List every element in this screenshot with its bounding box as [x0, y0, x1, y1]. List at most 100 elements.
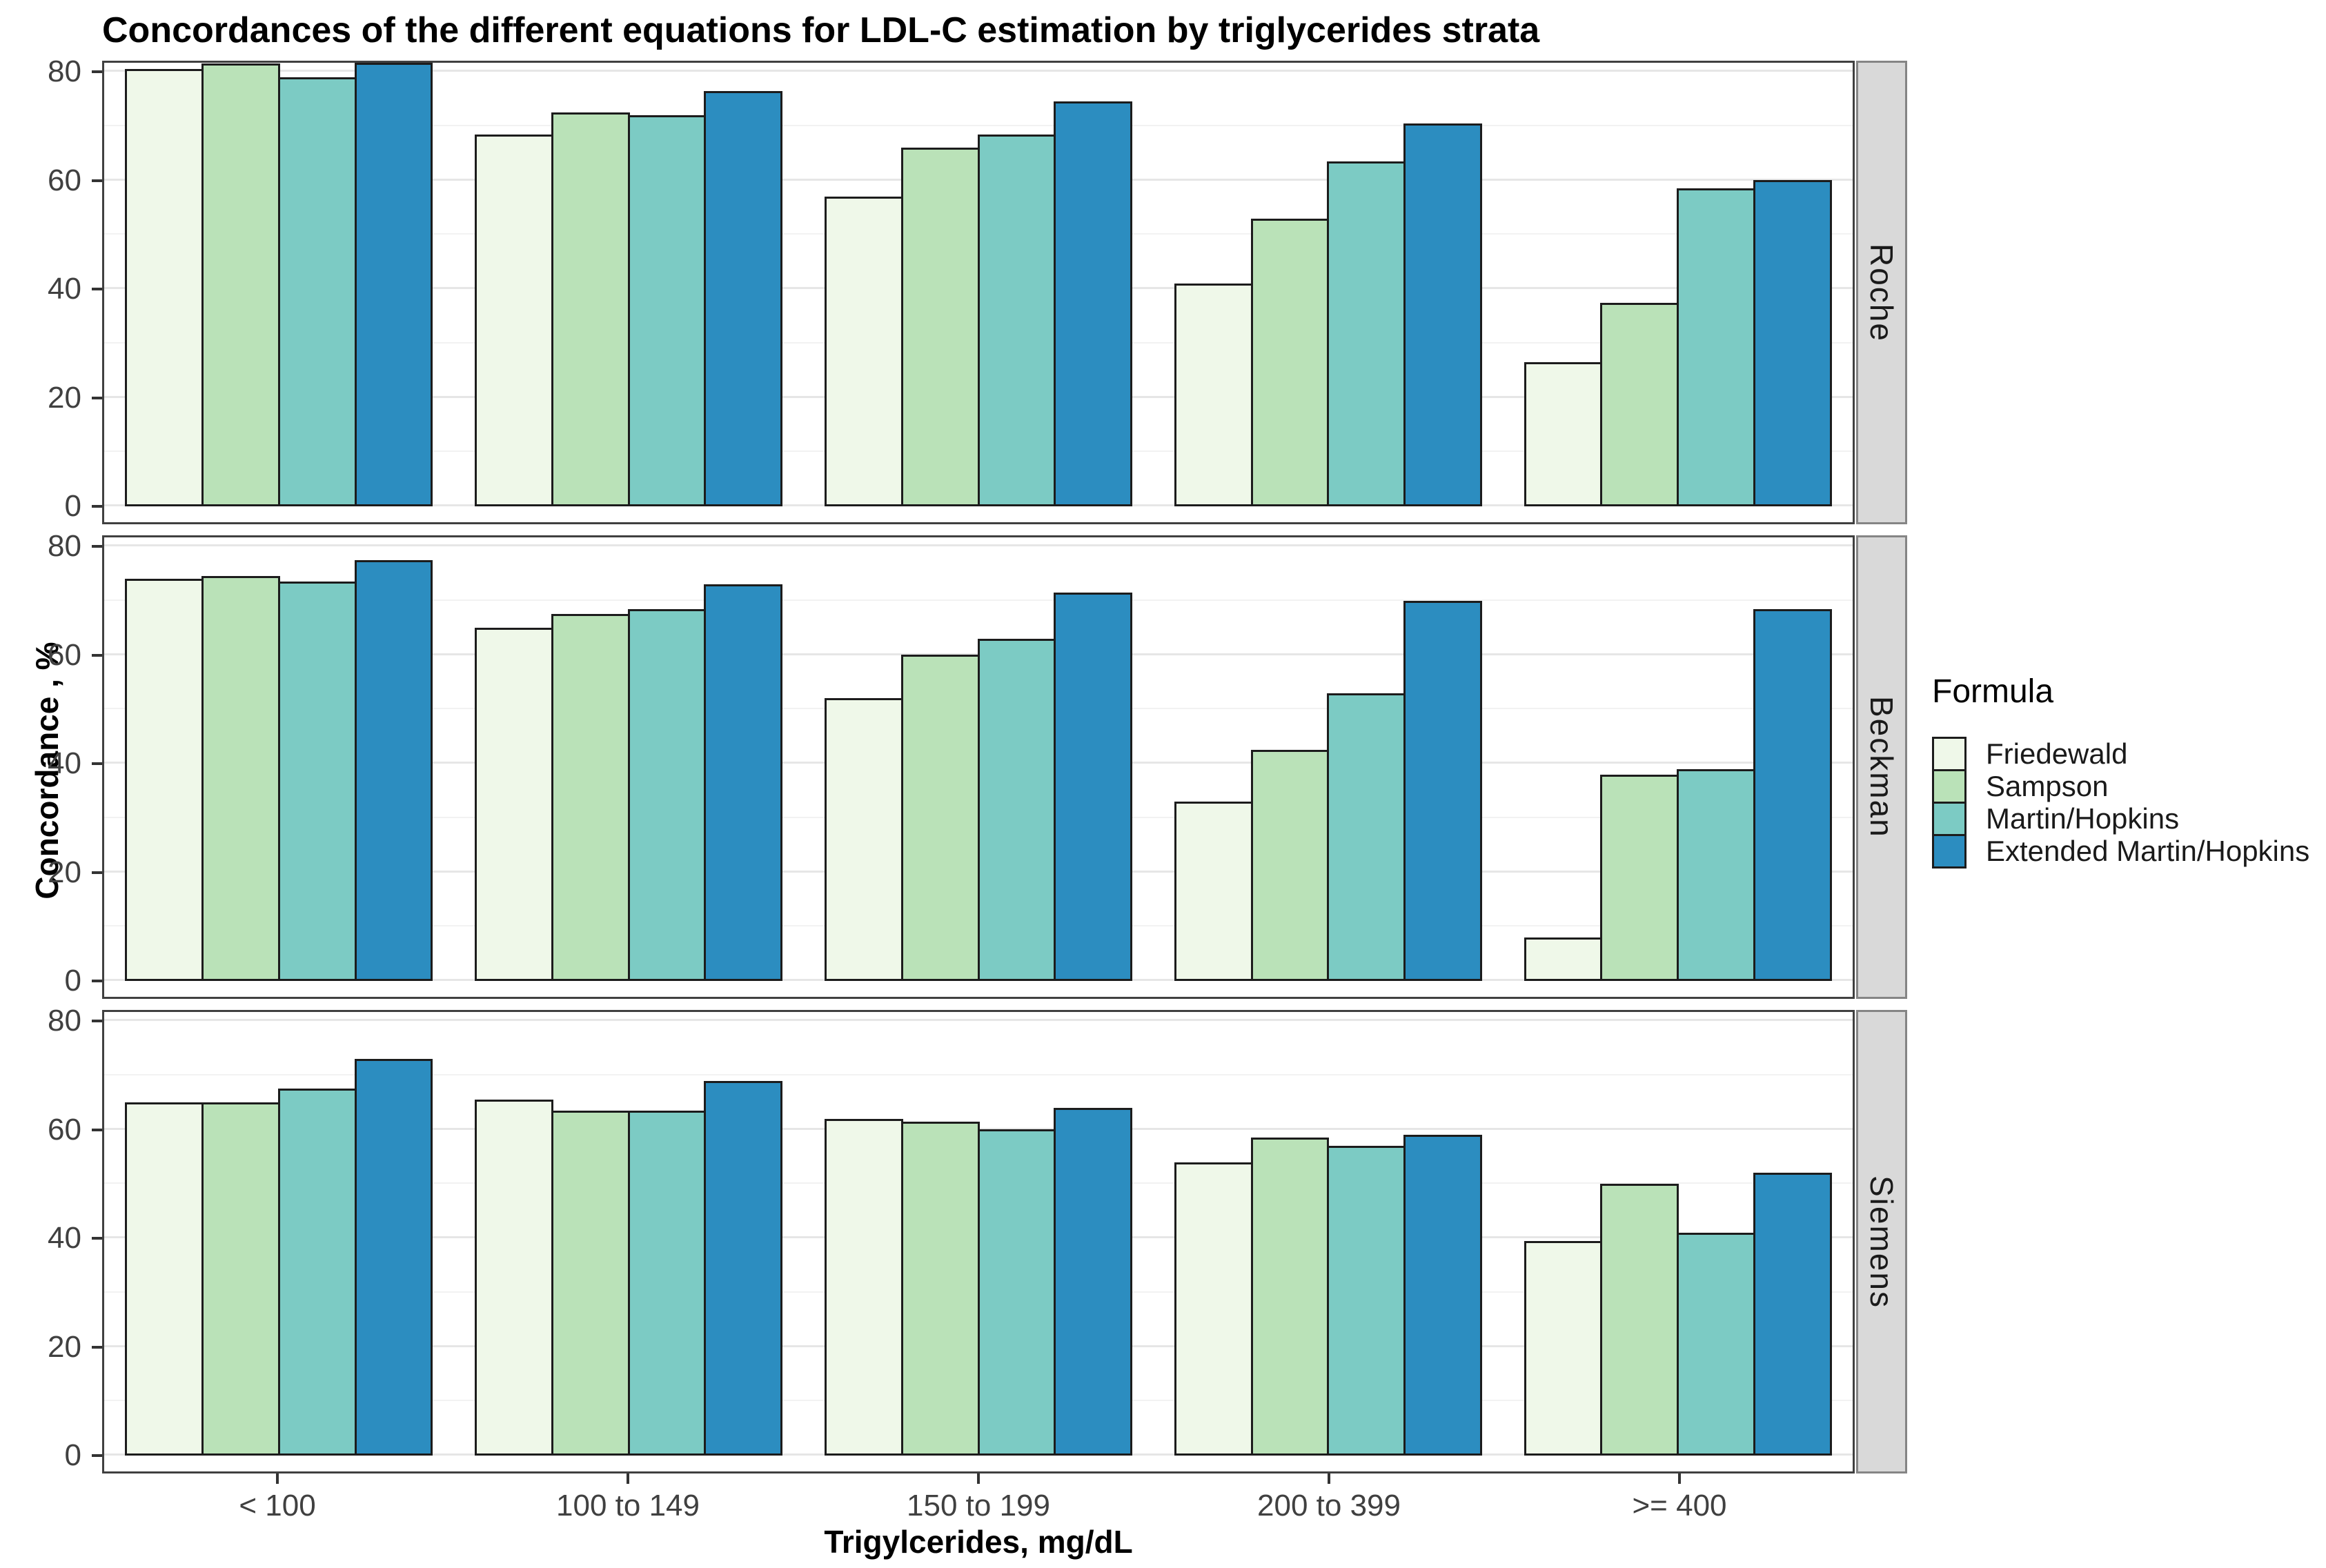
- y-tick-label: 40: [48, 746, 81, 780]
- y-tick-label: 0: [64, 964, 81, 998]
- bar-cluster: [1174, 1012, 1482, 1456]
- y-tick-label: 60: [48, 163, 81, 197]
- bar-friedewald: [1174, 284, 1253, 506]
- bar-cluster: [825, 537, 1132, 981]
- y-tick-label: 80: [48, 54, 81, 88]
- bar-extended-martin-hopkins: [1054, 1108, 1132, 1456]
- bar-martin-hopkins: [1327, 161, 1406, 506]
- bar-martin-hopkins: [977, 639, 1056, 981]
- bar-cluster: [125, 63, 433, 506]
- panel-roche: [102, 61, 1855, 524]
- y-tick-mark: [92, 1345, 102, 1349]
- y-tick-label: 40: [48, 272, 81, 306]
- y-tick-mark: [92, 762, 102, 765]
- bar-extended-martin-hopkins: [354, 560, 433, 981]
- category-slot: [804, 537, 1154, 997]
- bar-sampson: [201, 576, 280, 981]
- y-tick-mark: [92, 1454, 102, 1457]
- bar-extended-martin-hopkins: [704, 91, 783, 506]
- bar-extended-martin-hopkins: [704, 584, 783, 981]
- y-tick-label: 60: [48, 1112, 81, 1147]
- category-slot: [104, 1012, 454, 1471]
- bar-clusters: [104, 63, 1853, 522]
- legend-item: Extended Martin/Hopkins: [1932, 834, 2309, 869]
- bar-martin-hopkins: [277, 582, 357, 981]
- bar-extended-martin-hopkins: [1753, 1173, 1832, 1456]
- facet-row-roche: 0 20 40 60 80 Roche: [0, 55, 1907, 524]
- y-tick-mark: [92, 1237, 102, 1240]
- bar-friedewald: [125, 1102, 204, 1456]
- bar-cluster: [825, 63, 1132, 506]
- bar-clusters: [104, 1012, 1853, 1471]
- y-tick-mark: [92, 545, 102, 548]
- category-slot: [1503, 1012, 1853, 1471]
- facet-panels: 0 20 40 60 80 Roche 0 20 40 60 80 Beckman 0 20 40 60 80 S…: [0, 55, 1907, 1485]
- bar-extended-martin-hopkins: [1054, 101, 1132, 506]
- legend-items: Friedewald Sampson Martin/Hopkins Extended …: [1932, 737, 2309, 869]
- legend-label: Sampson: [1986, 770, 2109, 802]
- bar-martin-hopkins: [627, 115, 707, 506]
- gridline-major: [104, 70, 1853, 72]
- gridline-major: [104, 544, 1853, 546]
- legend-key-swatch: [1932, 834, 1967, 869]
- panel-siemens: [102, 1010, 1855, 1473]
- bar-sampson: [900, 148, 980, 506]
- facet-row-beckman: 0 20 40 60 80 Beckman: [0, 530, 1907, 999]
- bar-martin-hopkins: [627, 609, 707, 981]
- bar-extended-martin-hopkins: [354, 63, 433, 506]
- facet-strip-beckman: Beckman: [1856, 535, 1907, 999]
- bar-sampson: [1250, 219, 1330, 506]
- bar-sampson: [201, 1102, 280, 1456]
- y-tick-mark: [92, 653, 102, 657]
- x-tick-label: 200 to 399: [1257, 1489, 1401, 1522]
- bar-cluster: [475, 1012, 783, 1456]
- facet-strip-label: Siemens: [1864, 1175, 1900, 1309]
- legend-title: Formula: [1932, 673, 2054, 710]
- y-axis-gutter: 0 20 40 60 80: [0, 55, 102, 524]
- y-tick-label: 80: [48, 529, 81, 563]
- facet-strip-label: Beckman: [1864, 696, 1900, 838]
- category-slot: [454, 1012, 804, 1471]
- facet-strip-siemens: Siemens: [1856, 1010, 1907, 1473]
- bar-martin-hopkins: [1677, 1233, 1755, 1456]
- bar-friedewald: [475, 1100, 553, 1456]
- y-tick-label: 20: [48, 380, 81, 415]
- bar-martin-hopkins: [1677, 769, 1755, 981]
- x-tick-label: 150 to 199: [907, 1489, 1050, 1522]
- x-tick-mark: [977, 1473, 980, 1484]
- y-axis-gutter: 0 20 40 60 80: [0, 1004, 102, 1473]
- bar-sampson: [1600, 1184, 1679, 1456]
- bar-cluster: [1174, 63, 1482, 506]
- y-tick-label: 0: [64, 489, 81, 523]
- bar-cluster: [1524, 537, 1832, 981]
- bar-sampson: [1250, 750, 1330, 981]
- bar-cluster: [475, 537, 783, 981]
- bar-cluster: [125, 1012, 433, 1456]
- bar-friedewald: [475, 628, 553, 981]
- category-slot: [454, 63, 804, 522]
- gridline-minor: [104, 599, 1853, 601]
- facet-strip-roche: Roche: [1856, 61, 1907, 524]
- x-tick-label: >= 400: [1632, 1489, 1727, 1522]
- chart-title: Concordances of the different equations …: [102, 10, 1540, 50]
- bar-cluster: [1524, 1012, 1832, 1456]
- y-tick-mark: [92, 179, 102, 182]
- y-tick-mark: [92, 1128, 102, 1131]
- y-tick-mark: [92, 505, 102, 508]
- y-tick-mark: [92, 70, 102, 73]
- bar-martin-hopkins: [1327, 1146, 1406, 1456]
- legend: Formula Friedewald Sampson Martin/Hopkins E…: [1932, 673, 2309, 869]
- bar-martin-hopkins: [277, 77, 357, 506]
- facet-row-siemens: 0 20 40 60 80 Siemens: [0, 1004, 1907, 1473]
- bar-sampson: [201, 63, 280, 506]
- bar-extended-martin-hopkins: [354, 1059, 433, 1456]
- facet-strip-label: Roche: [1864, 243, 1900, 342]
- bar-sampson: [551, 112, 630, 506]
- bar-cluster: [125, 537, 433, 981]
- bar-friedewald: [125, 69, 204, 506]
- category-slot: [104, 63, 454, 522]
- category-slot: [1503, 63, 1853, 522]
- bar-sampson: [551, 614, 630, 981]
- y-tick-label: 0: [64, 1438, 81, 1472]
